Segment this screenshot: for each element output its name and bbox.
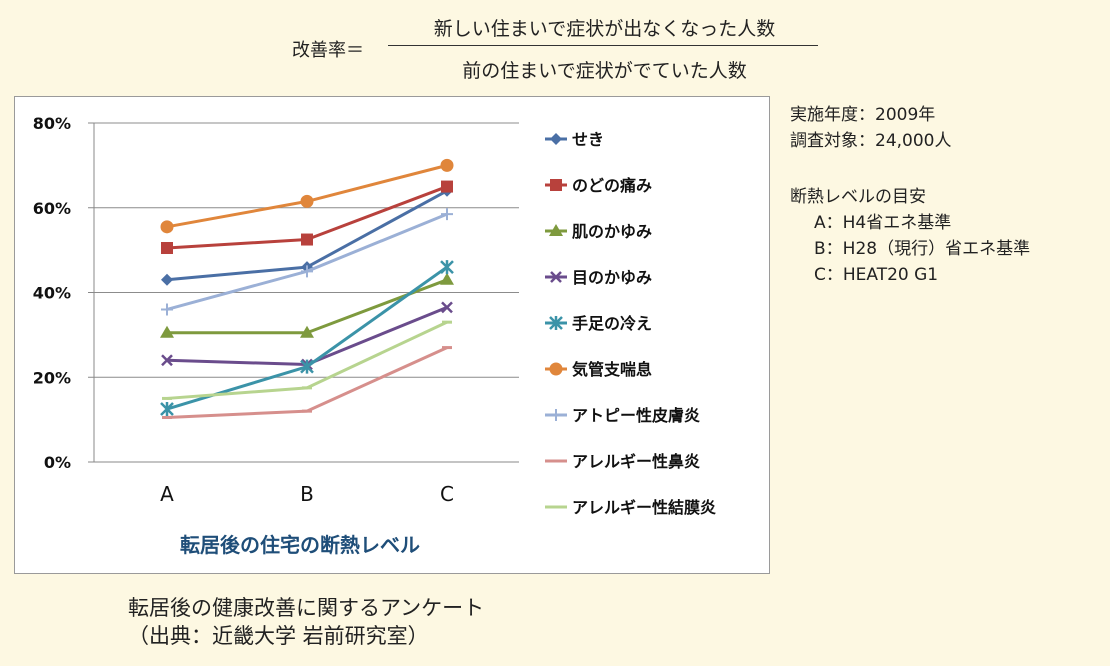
series <box>160 260 454 417</box>
legend-label: 目のかゆみ <box>572 268 652 287</box>
legend-item: 肌のかゆみ <box>545 222 652 241</box>
data-point <box>161 354 173 367</box>
data-point <box>440 272 454 285</box>
series <box>162 346 452 420</box>
fraction-bar <box>388 45 818 46</box>
chart-panel: 0% 20% 40% 60% 80% A B C せきのどの痛み肌のかゆみ目のかゆみ手足の冷… <box>14 96 770 574</box>
x-tick-label: A <box>160 482 174 506</box>
caption: 転居後の健康改善に関するアンケート （出典：近畿大学 岩前研究室） <box>128 594 484 650</box>
legend-item: アトピー性皮膚炎 <box>545 406 700 425</box>
data-point <box>300 194 314 208</box>
legend: せきのどの痛み肌のかゆみ目のかゆみ手足の冷え気管支喘息アトピー性皮膚炎アレルギー… <box>545 130 716 517</box>
caption-title: 転居後の健康改善に関するアンケート <box>128 596 485 620</box>
series-line <box>166 346 448 420</box>
data-point <box>300 359 314 374</box>
series <box>160 158 454 234</box>
legend-label: アレルギー性鼻炎 <box>572 452 700 471</box>
survey-info: 実施年度：2009年 調査対象：24,000人 断熱レベルの目安 A：H4省エネ… <box>790 102 1030 288</box>
data-point <box>160 325 174 338</box>
series <box>161 208 453 316</box>
legend-item: せき <box>545 130 604 149</box>
data-point <box>161 242 173 255</box>
data-point <box>550 179 562 191</box>
level-a: A：H4省エネ基準 <box>814 213 952 233</box>
legend-item: 手足の冷え <box>545 314 652 333</box>
data-point <box>441 208 453 221</box>
formula-numerator: 新しい住まいで症状が出なくなった人数 <box>433 18 776 40</box>
data-point <box>440 158 454 172</box>
data-point <box>161 273 173 286</box>
data-point <box>549 224 563 236</box>
formula: 改善率＝ 新しい住まいで症状が出なくなった人数 前の住まいで症状がでていた人数 <box>0 0 1110 95</box>
legend-label: 気管支喘息 <box>572 360 652 379</box>
legend-label: 肌のかゆみ <box>572 222 652 241</box>
data-point <box>549 362 563 376</box>
y-tick-label: 60% <box>33 199 71 218</box>
caption-source: （出典：近畿大学 岩前研究室） <box>128 624 429 648</box>
y-tick-label: 40% <box>33 284 71 303</box>
data-point <box>160 220 174 234</box>
legend-label: せき <box>572 130 604 149</box>
axes <box>93 123 519 463</box>
level-c: C：HEAT20 G1 <box>814 265 939 285</box>
legend-item: のどの痛み <box>545 176 652 195</box>
data-point <box>440 260 454 275</box>
legend-item: アレルギー性結膜炎 <box>545 498 716 517</box>
survey-year: 実施年度：2009年 <box>790 105 936 125</box>
y-tick-label: 80% <box>33 114 71 133</box>
data-point <box>549 316 563 330</box>
legend-label: アトピー性皮膚炎 <box>572 406 700 425</box>
data-point <box>550 133 562 145</box>
series-lines <box>160 158 454 420</box>
data-point <box>300 325 314 338</box>
series <box>160 272 454 338</box>
y-tick-label: 0% <box>44 453 71 472</box>
line-chart: 0% 20% 40% 60% 80% A B C せきのどの痛み肌のかゆみ目のかゆみ手足の冷… <box>33 114 716 557</box>
legend-label: のどの痛み <box>572 176 652 195</box>
series <box>161 180 453 255</box>
data-point <box>301 265 313 278</box>
level-b: B：H28（現行）省エネ基準 <box>814 239 1031 259</box>
legend-label: 手足の冷え <box>572 314 652 333</box>
legend-item: 目のかゆみ <box>545 268 652 287</box>
insulation-levels-title: 断熱レベルの目安 <box>790 187 926 207</box>
survey-subjects: 調査対象：24,000人 <box>790 131 952 151</box>
data-point <box>160 402 174 417</box>
data-point <box>550 271 562 283</box>
x-axis-title: 転居後の住宅の断熱レベル <box>180 533 420 557</box>
formula-denominator: 前の住まいで症状がでていた人数 <box>462 60 747 82</box>
data-point <box>301 233 313 246</box>
formula-label: 改善率＝ <box>292 40 364 61</box>
y-tick-labels: 0% 20% 40% 60% 80% <box>33 114 71 472</box>
series <box>162 320 452 400</box>
legend-item: 気管支喘息 <box>545 360 652 379</box>
data-point <box>441 180 453 193</box>
x-tick-labels: A B C <box>160 482 454 506</box>
data-point <box>550 409 562 421</box>
legend-item: アレルギー性鼻炎 <box>545 452 700 471</box>
legend-label: アレルギー性結膜炎 <box>572 498 716 517</box>
y-tick-label: 20% <box>33 368 71 387</box>
x-tick-label: B <box>300 482 314 506</box>
x-tick-label: C <box>440 482 454 506</box>
data-point <box>161 303 173 316</box>
data-point <box>441 301 453 314</box>
